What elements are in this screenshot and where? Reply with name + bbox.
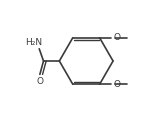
Text: O: O	[36, 77, 43, 86]
Text: O: O	[113, 33, 120, 42]
Text: O: O	[113, 80, 120, 89]
Text: H₂N: H₂N	[25, 38, 42, 47]
